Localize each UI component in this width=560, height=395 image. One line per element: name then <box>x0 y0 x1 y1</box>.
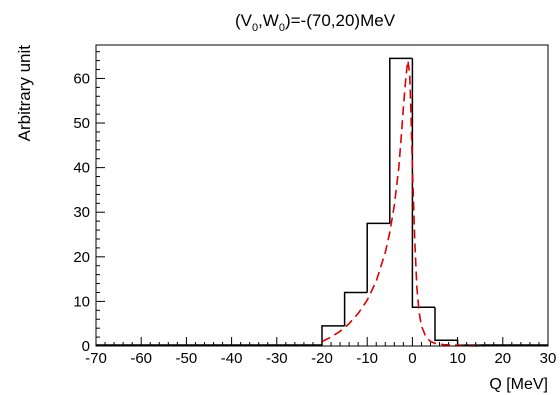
histogram-bin <box>411 58 435 308</box>
histogram-bin <box>321 325 345 346</box>
x-tick-label: 10 <box>449 350 466 367</box>
y-tick-label: 10 <box>73 293 90 310</box>
fit-curve-line <box>321 60 485 347</box>
x-tick-label: -70 <box>85 350 107 367</box>
x-tick-label: -20 <box>311 350 333 367</box>
x-axis-label: Q [MeV] <box>489 376 548 393</box>
histogram-bin <box>456 340 481 346</box>
chart-title: (V0,W0)=-(70,20)MeV <box>235 11 396 34</box>
x-tick-label: -30 <box>266 350 288 367</box>
histogram-bin <box>434 307 458 341</box>
x-tick-label: 0 <box>408 350 416 367</box>
tick-labels: -70 -60 -50 -40 -30 -20 -10 0 10 20 30 0 10 20 30 40 50 6… <box>73 70 556 367</box>
x-tick-label: -10 <box>356 350 378 367</box>
y-tick-label: 20 <box>73 249 90 266</box>
y-tick-label: 30 <box>73 204 90 221</box>
y-tick-label: 50 <box>73 115 90 132</box>
x-tick-label: -60 <box>130 350 152 367</box>
histogram-bin <box>343 291 368 326</box>
plot-frame <box>95 44 549 347</box>
x-tick-label: 30 <box>540 350 557 367</box>
histogram-series <box>96 57 548 346</box>
y-tick-label: 0 <box>82 338 90 355</box>
x-tick-label: -50 <box>176 350 198 367</box>
fit-curve-series <box>321 60 485 347</box>
x-tick-label: -40 <box>221 350 243 367</box>
axis-ticks <box>95 51 549 347</box>
histogram-bin <box>389 57 413 224</box>
y-tick-label: 40 <box>73 160 90 177</box>
y-tick-label: 60 <box>73 70 90 87</box>
y-axis-label: Arbitrary unit <box>15 45 34 142</box>
x-tick-label: 20 <box>494 350 511 367</box>
histogram-bin <box>366 222 390 293</box>
